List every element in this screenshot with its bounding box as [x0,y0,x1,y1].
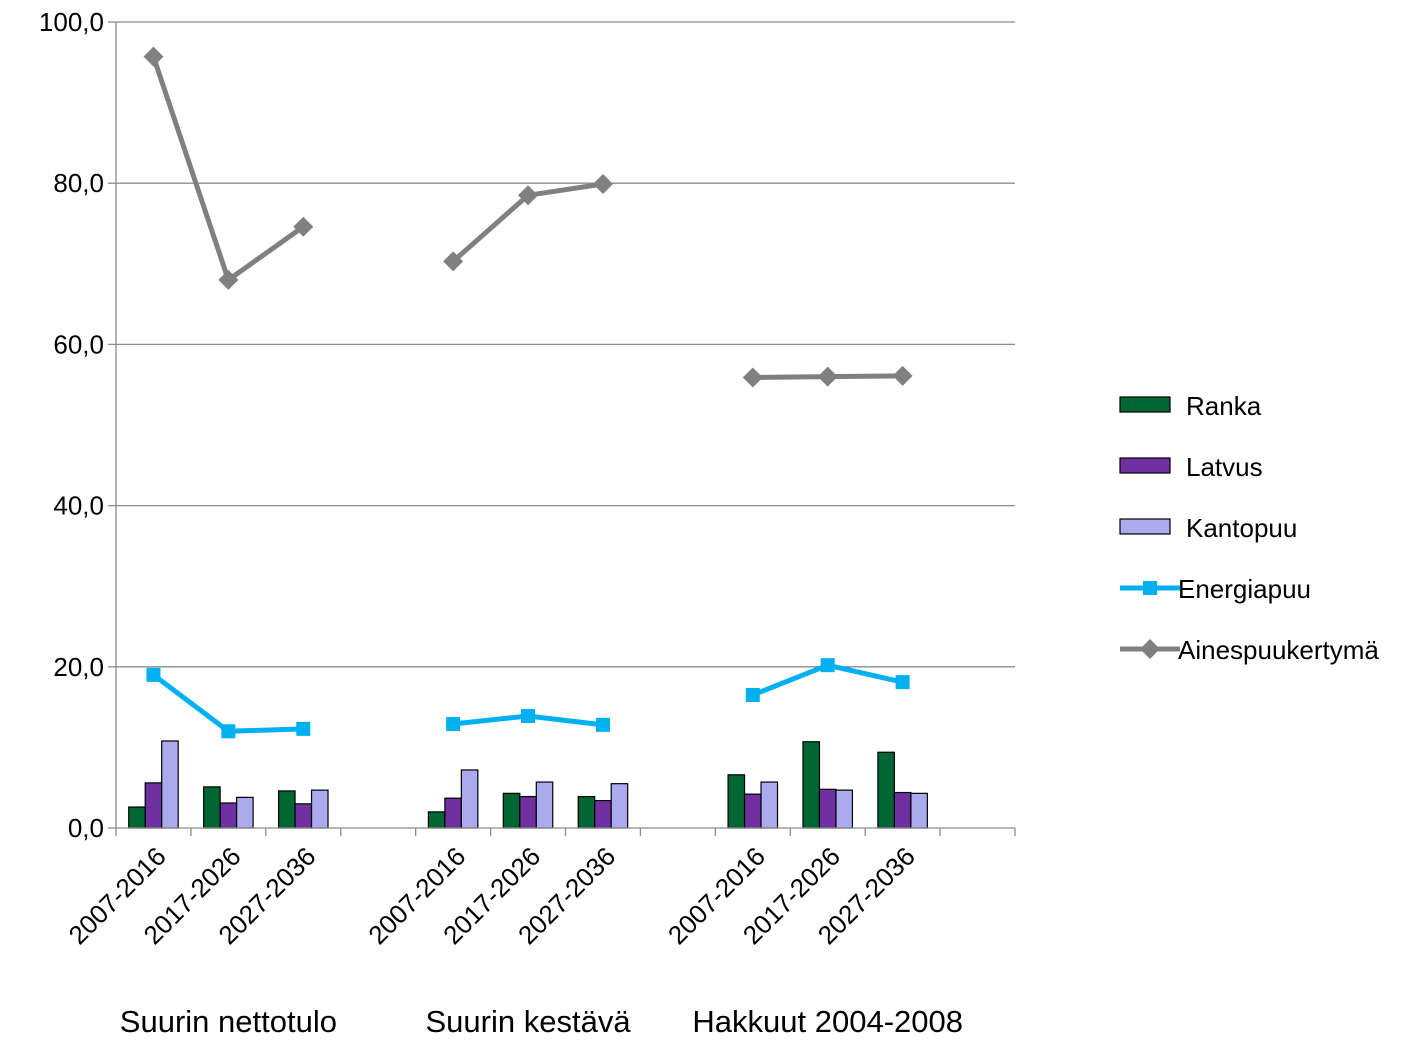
bar-kantopuu [535,781,554,829]
bar-latvus [893,791,912,829]
marker-ainespuukertymä [742,367,763,388]
bar-kantopuu [835,789,854,829]
legend-swatch-ranka [1119,396,1171,413]
bar-latvus [519,795,537,829]
bar-ranka [727,774,746,829]
bar-ranka [502,792,521,829]
marker-energiapuu [595,717,610,732]
bar-latvus [594,799,612,829]
tick-labels: 0,020,040,060,080,0100,02007-20162017-20… [39,7,963,1039]
line-ainespuukertymä [151,55,305,283]
bar-latvus [743,793,762,829]
marker-energiapuu [895,675,910,690]
y-tick-label: 40,0 [53,491,104,521]
y-tick-label: 100,0 [39,7,104,37]
legend-label: Energiapuu [1178,574,1311,604]
marker-ainespuukertymä [518,185,539,206]
bar-kantopuu [610,783,629,829]
marker-energiapuu [446,717,461,732]
bar-latvus [818,788,837,829]
marker-ainespuukertymä [592,174,613,195]
bar-ranka [877,751,895,829]
bar-ranka [427,811,446,829]
bar-latvus [444,797,462,829]
marker-ainespuukertymä [218,269,239,290]
group-label: Suurin nettotulo [120,1004,337,1039]
bar-kantopuu [910,792,928,829]
y-tick-label: 60,0 [53,329,104,359]
group-label: Hakkuut 2004-2008 [692,1004,963,1039]
marker-energiapuu [820,658,835,673]
bar-ranka [203,786,221,829]
bar-kantopuu [460,769,479,829]
series-lines [143,46,913,739]
y-tick-label: 20,0 [53,652,104,682]
line-energiapuu [151,672,304,734]
bar-ranka [128,806,146,829]
bar-latvus [294,803,313,829]
bar-kantopuu [161,740,179,829]
bar-ranka [802,741,821,829]
marker-ainespuukertymä [817,366,838,387]
bar-kantopuu [760,781,779,829]
bar-kantopuu [236,796,254,829]
bar-kantopuu [310,789,329,829]
marker-energiapuu [745,688,760,703]
marker-ainespuukertymä [443,251,464,272]
bar-latvus [144,782,163,829]
group-label: Suurin kestävä [426,1004,632,1039]
legend-swatch-latvus [1119,457,1171,474]
y-tick-label: 0,0 [68,813,104,843]
marker-energiapuu [221,724,236,739]
marker-energiapuu [521,708,536,723]
marker-ainespuukertymä [293,216,314,237]
legend-label: Ainespuukertymä [1178,635,1379,665]
marker-ainespuukertymä [892,365,913,386]
marker-ainespuukertymä [143,46,164,67]
marker-ainespuukertymä [1140,639,1160,659]
marker-energiapuu [296,721,311,736]
y-tick-label: 80,0 [53,168,104,198]
bar-ranka [277,790,296,829]
bar-ranka [577,795,596,829]
legend-label: Ranka [1186,391,1262,421]
gridlines [116,21,1015,668]
bars [128,740,928,829]
legend-label: Kantopuu [1186,513,1297,543]
marker-energiapuu [1143,581,1157,595]
marker-energiapuu [146,667,161,682]
bar-latvus [219,802,238,829]
legend-label: Latvus [1186,452,1263,482]
axes [108,21,1016,836]
legend: Ranka Latvus Kantopuu Energiapuu Ainespuuker… [1119,391,1379,665]
legend-swatch-kantopuu [1119,518,1171,535]
